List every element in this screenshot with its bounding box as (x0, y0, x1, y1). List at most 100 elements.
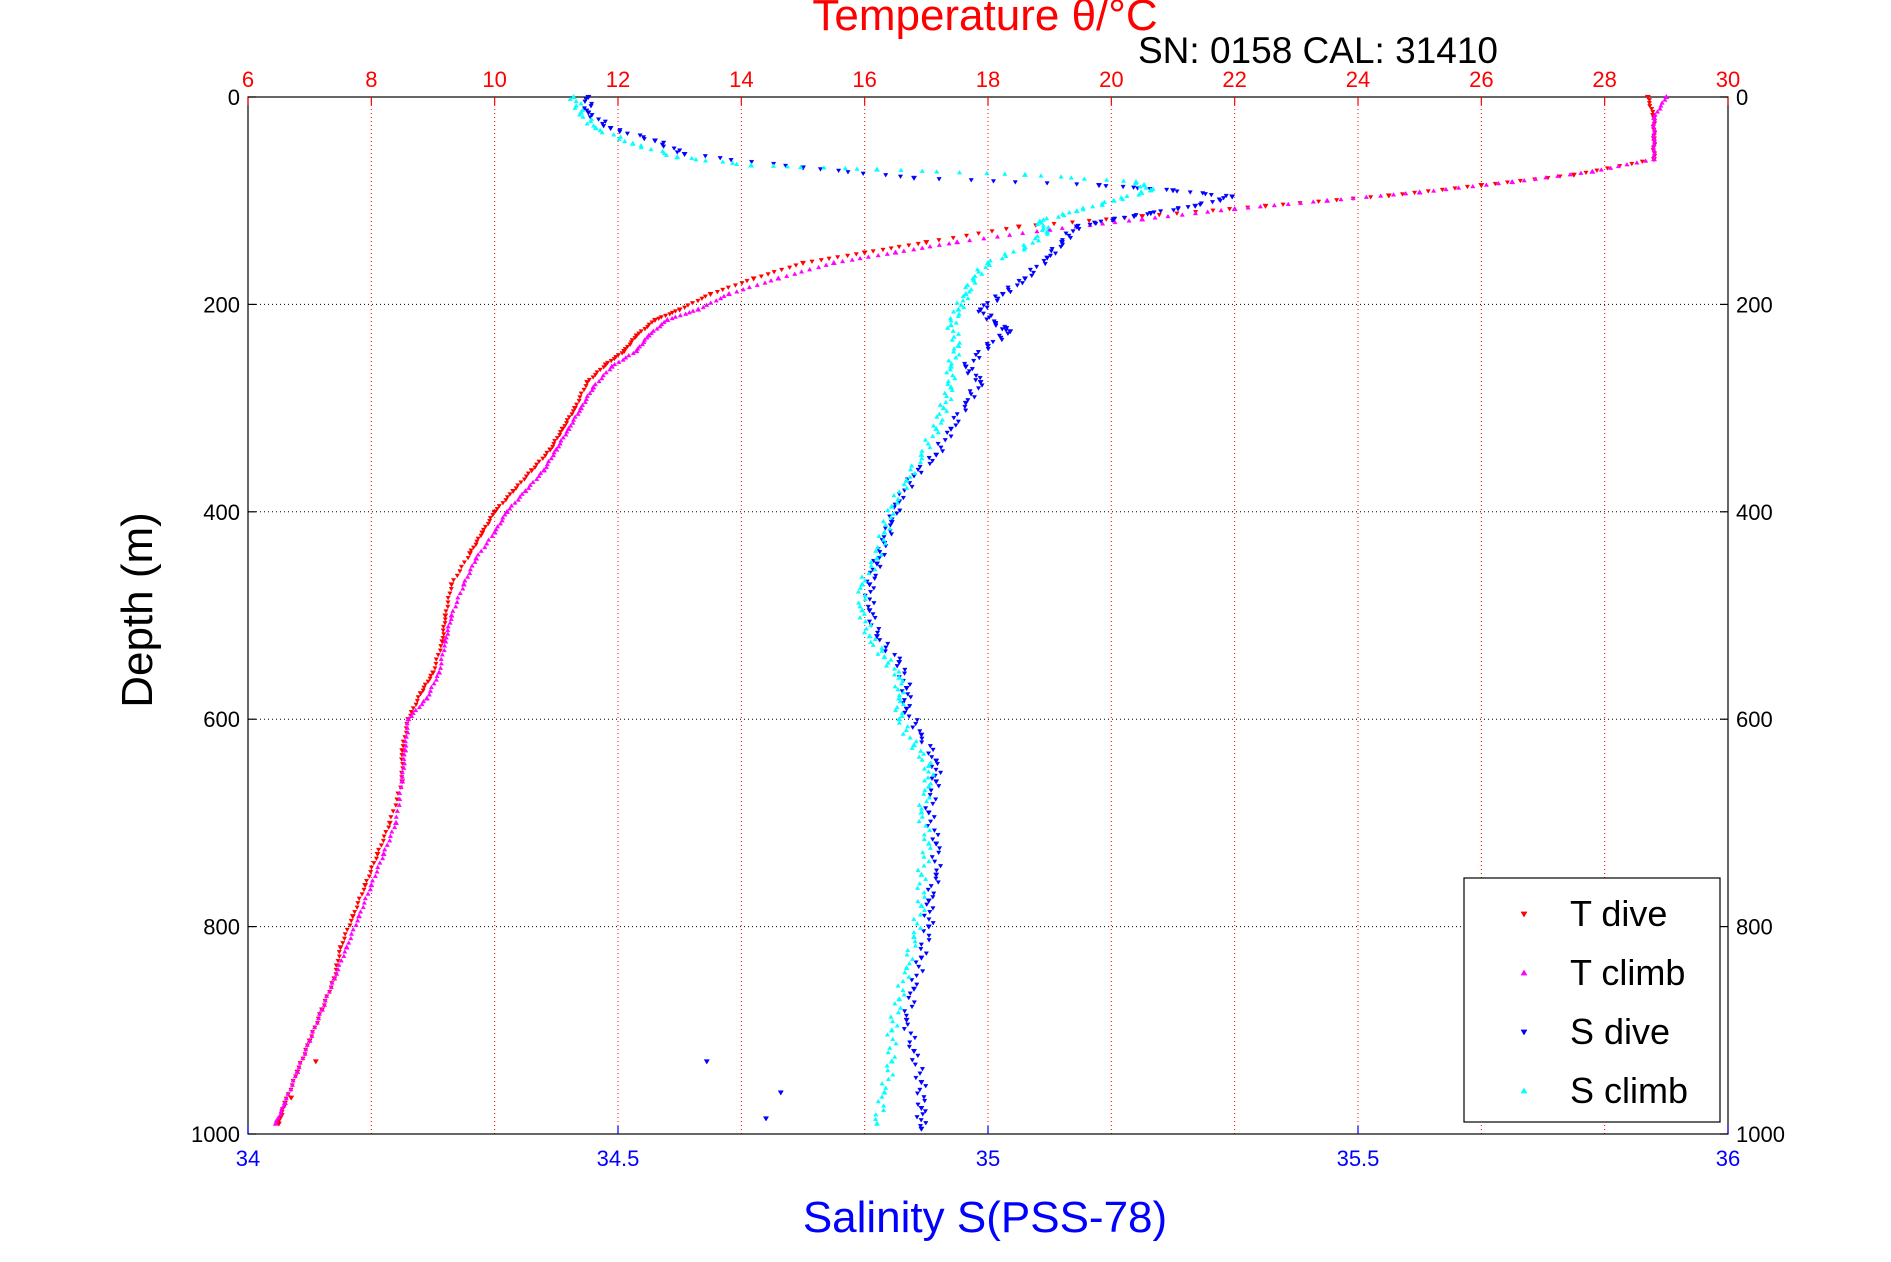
data-point (581, 387, 587, 393)
data-point (1141, 182, 1147, 188)
data-point (1030, 240, 1036, 245)
data-point (967, 389, 973, 394)
data-point (427, 688, 433, 693)
data-point (361, 887, 367, 893)
series-t-climb (272, 93, 1670, 1126)
data-point (1131, 185, 1137, 190)
data-point (399, 778, 406, 784)
y-axis-label: Depth (m) (113, 512, 162, 708)
data-point (900, 731, 906, 736)
data-point (938, 770, 944, 776)
data-point (557, 441, 563, 446)
data-point (925, 887, 931, 893)
temperature-tick-label: 16 (852, 67, 876, 92)
data-point (999, 327, 1005, 332)
data-point (563, 421, 570, 426)
data-point (914, 1091, 921, 1096)
data-point (329, 980, 335, 985)
data-point (734, 161, 740, 166)
data-point (928, 819, 934, 825)
data-point (934, 169, 940, 174)
data-point (1066, 209, 1072, 215)
data-point (925, 924, 932, 930)
data-point (910, 175, 918, 181)
data-point (656, 316, 662, 322)
data-point (952, 375, 958, 381)
data-point (577, 395, 583, 400)
data-point (624, 344, 631, 350)
data-point (390, 809, 396, 814)
data-point (438, 644, 444, 649)
data-point (918, 451, 925, 457)
data-point (866, 619, 873, 625)
data-point (543, 464, 550, 470)
data-point (494, 507, 500, 512)
data-point (962, 404, 968, 410)
data-point (383, 830, 389, 835)
data-point (292, 1073, 298, 1078)
data-point (277, 1112, 284, 1117)
data-point (933, 841, 940, 847)
data-point (460, 586, 466, 591)
data-point (584, 121, 590, 126)
data-point (310, 1029, 316, 1034)
data-point (504, 495, 510, 500)
data-point (1310, 199, 1316, 204)
data-point (401, 765, 407, 770)
grid-lines (248, 97, 1728, 1134)
data-point (376, 847, 382, 853)
data-point (503, 508, 511, 514)
data-point (1021, 171, 1029, 177)
data-point (440, 624, 447, 630)
data-point (976, 231, 982, 236)
data-point (532, 465, 538, 470)
data-point (911, 916, 917, 921)
legend-box (1463, 877, 1721, 1123)
data-point (913, 721, 919, 727)
data-point (1570, 172, 1577, 178)
data-point (649, 320, 655, 325)
data-point (638, 144, 644, 150)
data-point (862, 592, 868, 598)
salinity-tick-label: 35.5 (1337, 1146, 1380, 1171)
data-point (720, 159, 726, 164)
data-point (799, 269, 805, 274)
data-point (565, 425, 572, 431)
data-point (572, 414, 578, 419)
data-point (887, 526, 893, 531)
data-point (917, 1071, 923, 1076)
data-point (435, 653, 441, 658)
data-point (907, 704, 913, 709)
data-point (1045, 224, 1051, 230)
data-point (275, 1115, 281, 1120)
data-point (612, 361, 618, 367)
data-point (917, 459, 924, 464)
data-point (933, 767, 939, 773)
data-point (901, 248, 907, 253)
data-point (508, 503, 515, 508)
data-point (933, 872, 940, 878)
data-point (528, 468, 535, 474)
data-point (513, 486, 519, 491)
chart-title: Temperature θ/°C (812, 0, 1157, 40)
data-point (1390, 192, 1397, 197)
data-point (903, 964, 910, 971)
data-point (445, 604, 451, 610)
data-point (617, 129, 623, 135)
data-point (584, 380, 591, 386)
data-point (1003, 253, 1009, 258)
data-point (890, 1018, 896, 1024)
data-point (965, 371, 971, 376)
data-point (872, 576, 878, 582)
data-point (976, 269, 982, 274)
data-point (540, 467, 548, 473)
temperature-tick-label: 28 (1592, 67, 1616, 92)
data-point (775, 275, 782, 281)
data-point (744, 278, 750, 284)
data-point (879, 1081, 885, 1086)
data-point (906, 974, 912, 979)
data-point (272, 1120, 279, 1126)
data-point (1044, 231, 1050, 236)
data-point (973, 353, 979, 358)
salinity-tick-label: 35 (976, 1146, 1000, 1171)
